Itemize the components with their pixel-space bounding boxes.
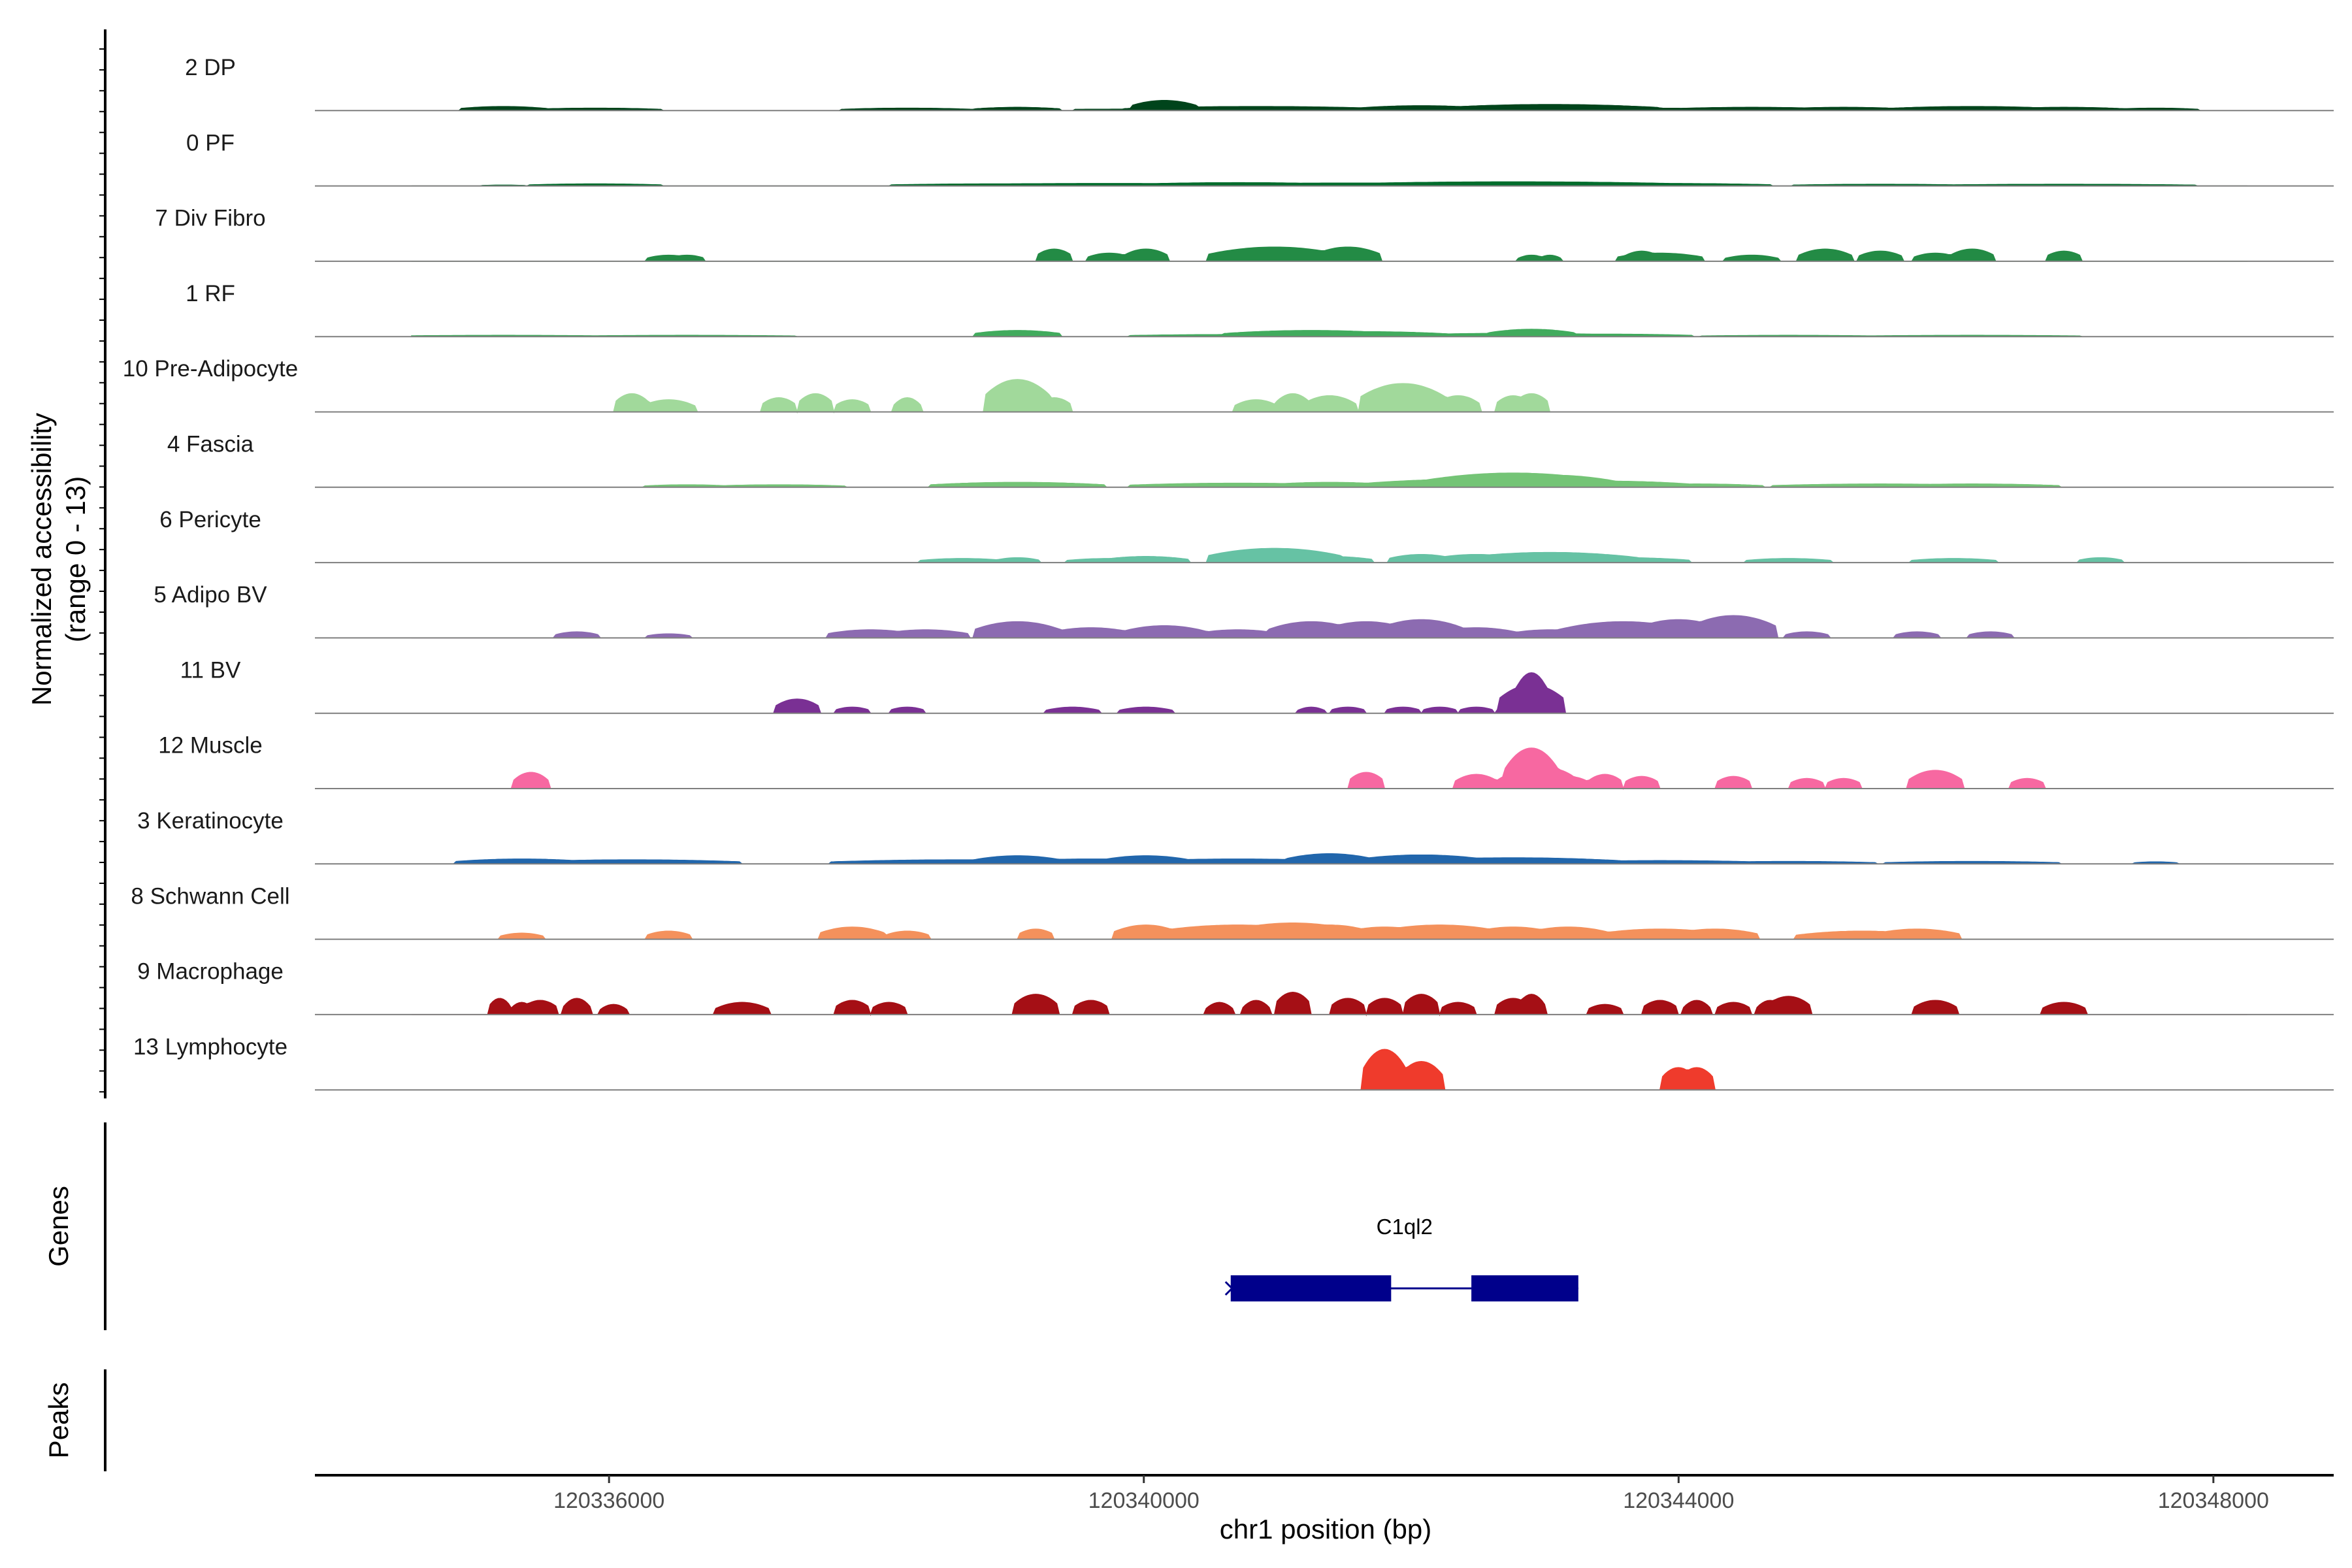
peaks-axis-title: Peaks — [43, 1382, 74, 1459]
track-label: 0 PF — [186, 130, 235, 155]
track-area — [412, 747, 2247, 791]
y-axis-title-line2: (range 0 - 13) — [60, 476, 91, 642]
track-area — [412, 246, 2247, 262]
track-8: 5 Adipo BV — [154, 582, 2334, 639]
track-label: 10 Pre-Adipocyte — [123, 356, 298, 382]
x-tick-label: 120348000 — [2158, 1488, 2269, 1513]
x-axis: 120336000 120340000 120344000 120348000 — [315, 1474, 2334, 1513]
track-label: 2 DP — [185, 55, 236, 80]
track-13: 9 Macrophage — [137, 959, 2334, 1017]
track-label: 8 Schwann Cell — [131, 883, 289, 909]
genes-axis-title: Genes — [43, 1186, 74, 1267]
track-area — [412, 853, 2247, 865]
track-label: 4 Fascia — [167, 432, 254, 457]
track-label: 3 Keratinocyte — [137, 808, 284, 834]
accessibility-tracks: 2 DP 0 PF 7 Div Fibro 1 RF 10 Pre-Adipocyte 4… — [123, 55, 2334, 1091]
track-area — [412, 1049, 2247, 1090]
track-label: 11 BV — [180, 657, 241, 683]
track-area — [412, 379, 2247, 414]
track-12: 8 Schwann Cell — [131, 883, 2334, 940]
track-2: 0 PF — [186, 130, 2334, 187]
gene-exon — [1230, 1275, 1392, 1301]
track-10: 12 Muscle — [158, 733, 2334, 791]
track-area — [411, 329, 2247, 337]
track-label: 9 Macrophage — [137, 959, 284, 985]
track-5: 10 Pre-Adipocyte — [123, 356, 2334, 414]
track-1: 2 DP — [185, 55, 2334, 112]
gene-C1ql2: C1ql2 — [1224, 1215, 1578, 1301]
x-tick-label: 120336000 — [553, 1488, 664, 1513]
track-3: 7 Div Fibro — [155, 206, 2334, 262]
track-label: 6 Pericyte — [159, 507, 261, 532]
track-area — [412, 923, 2247, 940]
x-axis-title: chr1 position (bp) — [1220, 1514, 1432, 1544]
track-label: 5 Adipo BV — [154, 582, 267, 608]
track-14: 13 Lymphocyte — [133, 1034, 2334, 1091]
accessibility-y-axis — [99, 29, 106, 1099]
track-area — [412, 615, 2247, 639]
track-11: 3 Keratinocyte — [137, 808, 2334, 865]
x-tick-label: 120344000 — [1623, 1488, 1734, 1513]
track-area — [412, 672, 2247, 714]
track-label: 1 RF — [186, 281, 235, 306]
x-tick-label: 120340000 — [1088, 1488, 1200, 1513]
track-label: 7 Div Fibro — [155, 206, 265, 231]
track-label: 13 Lymphocyte — [133, 1034, 287, 1060]
track-label: 12 Muscle — [158, 733, 263, 759]
gene-track: C1ql2 — [1224, 1215, 1578, 1301]
gene-strand-arrow — [1224, 1281, 1233, 1296]
track-7: 6 Pericyte — [159, 507, 2334, 564]
track-6: 4 Fascia — [167, 432, 2334, 488]
track-area — [412, 472, 2247, 488]
track-4: 1 RF — [186, 281, 2334, 338]
y-axis-title-line1: Normalized accessibility — [26, 413, 57, 706]
track-area — [412, 100, 2247, 112]
track-area — [412, 547, 2247, 563]
track-9: 11 BV — [180, 657, 2334, 714]
gene-label: C1ql2 — [1377, 1215, 1433, 1239]
track-area — [412, 992, 2247, 1017]
gene-exon — [1471, 1275, 1578, 1301]
